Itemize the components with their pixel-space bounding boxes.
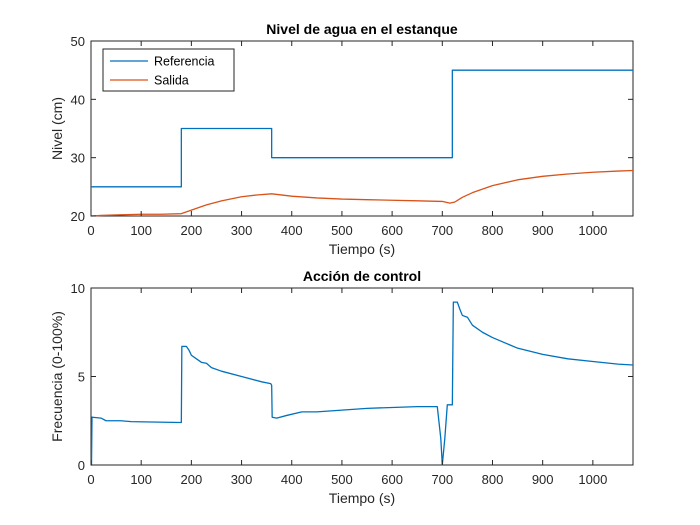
y-tick-label: 30 [71, 151, 85, 166]
x-tick-label: 700 [431, 472, 453, 487]
x-tick-label: 100 [130, 472, 152, 487]
top-axis-ticks: 0 100 200 300 400 500 600 700 800 900 1000 20 30 40 50 [71, 34, 633, 238]
x-tick-label: 100 [130, 223, 152, 238]
y-tick-label: 10 [71, 281, 85, 296]
x-tick-label: 0 [87, 472, 94, 487]
x-tick-label: 300 [231, 472, 253, 487]
bottom-plot-area [90, 287, 634, 466]
x-tick-label: 400 [281, 223, 303, 238]
y-tick-label: 5 [78, 370, 85, 385]
bottom-axes: 0 100 200 300 400 500 600 700 800 900 1000 0 5 10 Acc… [49, 268, 634, 506]
x-tick-label: 0 [87, 223, 94, 238]
x-tick-label: 900 [532, 223, 554, 238]
series-line-control-0 [90, 301, 634, 466]
x-tick-label: 300 [231, 223, 253, 238]
top-y-axis-label: Nivel (cm) [49, 97, 65, 160]
top-plot-lines [90, 69, 634, 217]
top-chart-title: Nivel de agua en el estanque [266, 21, 458, 37]
x-tick-label: 700 [431, 223, 453, 238]
x-tick-label: 500 [331, 472, 353, 487]
bottom-axis-ticks: 0 100 200 300 400 500 600 700 800 900 1000 0 5 10 [71, 281, 633, 487]
series-line-salida [90, 169, 634, 217]
x-tick-label: 800 [482, 472, 504, 487]
x-tick-label: 200 [181, 223, 203, 238]
y-tick-label: 0 [78, 458, 85, 473]
x-tick-label: 600 [381, 223, 403, 238]
bottom-x-axis-label: Tiempo (s) [329, 490, 395, 506]
x-tick-label: 500 [331, 223, 353, 238]
top-x-axis-label: Tiempo (s) [329, 241, 395, 257]
bottom-plot-lines [90, 301, 634, 466]
bottom-y-axis-label: Frecuencia (0-100%) [49, 311, 65, 442]
x-tick-label: 1000 [578, 223, 607, 238]
x-tick-label: 400 [281, 472, 303, 487]
series-line-referencia [91, 69, 633, 188]
x-tick-label: 1000 [578, 472, 607, 487]
bottom-chart-title: Acción de control [303, 268, 421, 284]
top-legend: Referencia Salida [102, 48, 235, 92]
x-tick-label: 900 [532, 472, 554, 487]
y-tick-label: 50 [71, 34, 85, 49]
y-tick-label: 20 [71, 209, 85, 224]
y-tick-label: 40 [71, 92, 85, 107]
x-tick-label: 200 [181, 472, 203, 487]
top-axes: 0 100 200 300 400 500 600 700 800 900 1000 20 30 40 50… [49, 21, 634, 257]
legend-box [102, 48, 235, 92]
legend-label-salida: Salida [154, 74, 189, 88]
x-tick-label: 800 [482, 223, 504, 238]
legend-label-referencia: Referencia [154, 55, 214, 69]
x-tick-label: 600 [381, 472, 403, 487]
